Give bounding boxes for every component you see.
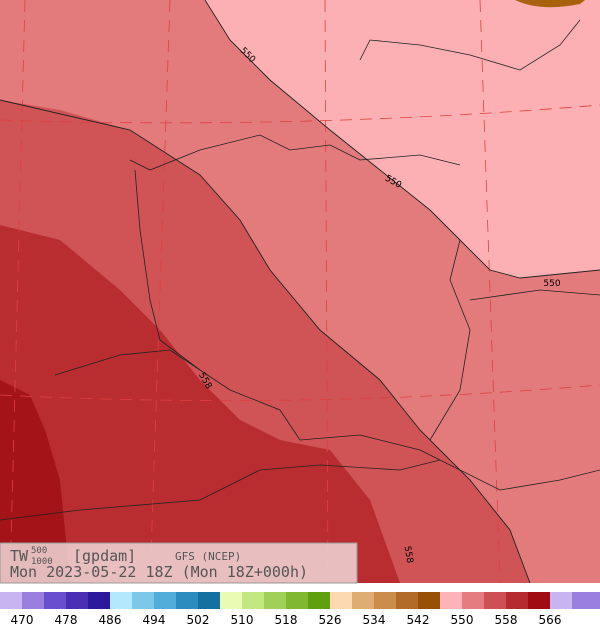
valid-time: Mon 2023-05-22 18Z (Mon 18Z+000h) xyxy=(10,563,308,581)
colorbar-label: 478 xyxy=(55,613,78,627)
graticule xyxy=(0,0,600,584)
colorbar-swatch xyxy=(44,592,66,609)
contours xyxy=(0,0,600,584)
borders xyxy=(0,19,600,521)
colorbar-swatch xyxy=(352,592,374,609)
model: GFS (NCEP) xyxy=(175,550,241,563)
colorbar-label: 550 xyxy=(451,613,474,627)
field: TW xyxy=(10,547,29,565)
colorbar-swatch xyxy=(176,592,198,609)
colorbar-label: 526 xyxy=(319,613,342,627)
colorbar: 470 478 486 494 502 510 518 526 534 542 550 558 566 xyxy=(0,592,600,627)
colorbar-label: 542 xyxy=(407,613,430,627)
colorbar-swatch xyxy=(264,592,286,609)
colorbar-swatch xyxy=(132,592,154,609)
colorbar-swatch xyxy=(110,592,132,609)
colorbar-label: 486 xyxy=(99,613,122,627)
colorbar-swatch xyxy=(418,592,440,609)
colorbar-swatch xyxy=(396,592,418,609)
colorbar-label: 566 xyxy=(539,613,562,627)
contour-label: 558 xyxy=(402,545,415,564)
unit: [gpdam] xyxy=(73,547,136,565)
colorbar-swatch xyxy=(88,592,110,609)
colorbar-swatch xyxy=(484,592,506,609)
colorbar-swatch xyxy=(220,592,242,609)
colorbar-label: 502 xyxy=(187,613,210,627)
colorbar-swatch xyxy=(0,592,22,609)
colorbar-swatch xyxy=(308,592,330,609)
region xyxy=(0,380,70,583)
colorbar-swatch xyxy=(440,592,462,609)
level-bottom: 1000 xyxy=(31,557,53,567)
colorbar-label: 494 xyxy=(143,613,166,627)
colorbar-swatch xyxy=(572,592,600,609)
colorbar-swatch xyxy=(66,592,88,609)
region xyxy=(205,0,600,278)
region xyxy=(0,225,400,583)
colorbar-swatch xyxy=(550,592,572,609)
colorbar-label: 510 xyxy=(231,613,254,627)
colorbar-swatch xyxy=(22,592,44,609)
colorbar-swatch xyxy=(374,592,396,609)
colorbar-label: 518 xyxy=(275,613,298,627)
colorbar-swatch xyxy=(286,592,308,609)
colorbar-swatch xyxy=(242,592,264,609)
colorbar-swatch xyxy=(528,592,550,609)
info-box xyxy=(0,542,358,584)
colorbar-label: 470 xyxy=(11,613,34,627)
colorbar-label: 534 xyxy=(363,613,386,627)
colorbar-swatch xyxy=(462,592,484,609)
colorbar-swatch xyxy=(154,592,176,609)
contour-label: 550 xyxy=(543,279,560,289)
colorbar-swatch xyxy=(198,592,220,609)
colorbar-label: 558 xyxy=(495,613,518,627)
level-top: 500 xyxy=(31,546,47,556)
region xyxy=(515,0,585,8)
colorbar-swatch xyxy=(330,592,352,609)
colorbar-swatch xyxy=(506,592,528,609)
